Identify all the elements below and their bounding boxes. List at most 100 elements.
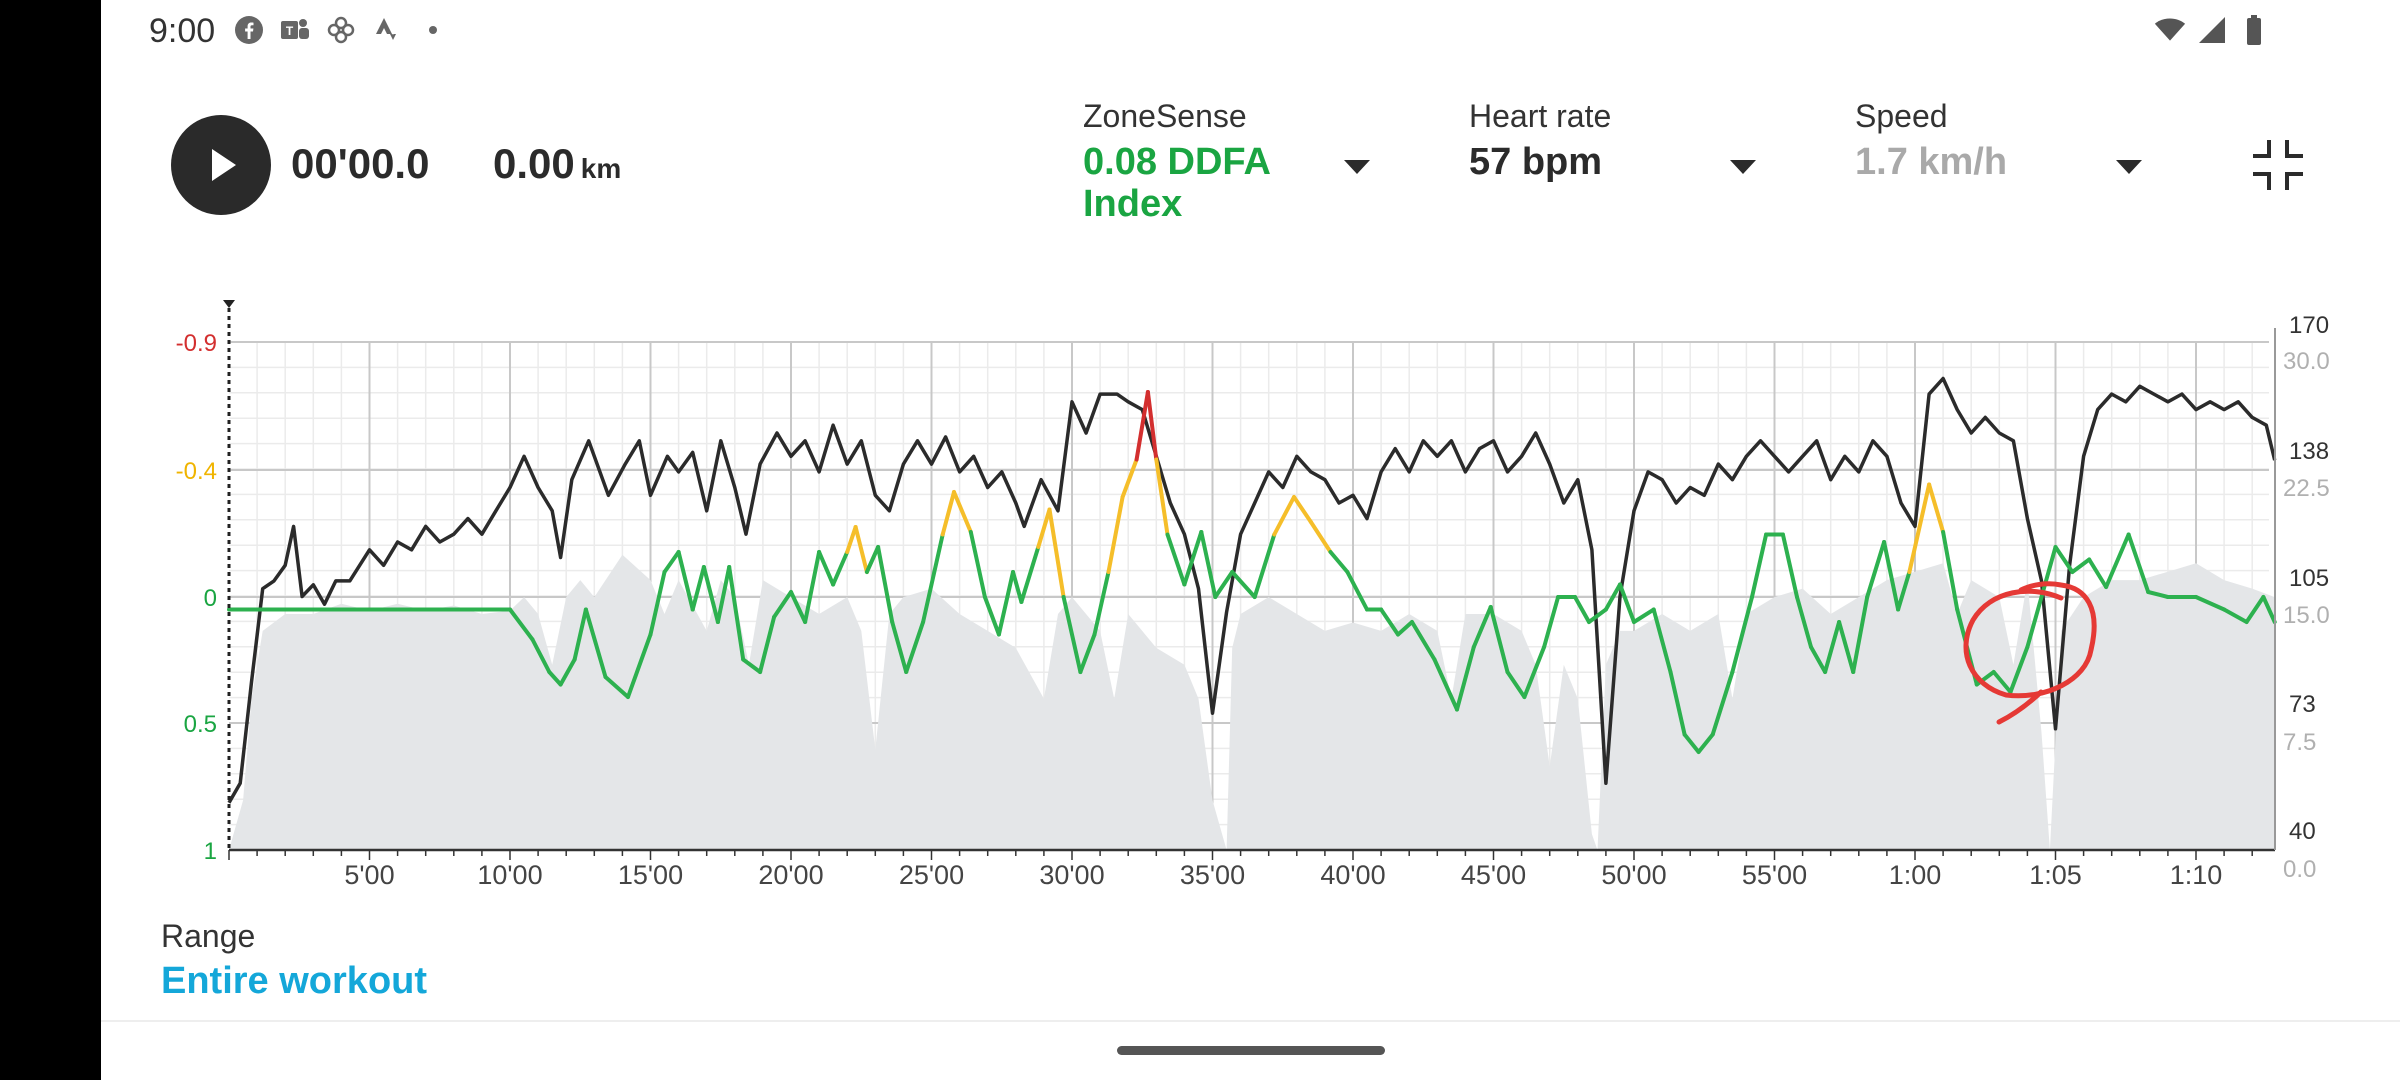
speed-axis-labels: 30.0 22.5 15.0 7.5 0.0 xyxy=(2283,348,2330,883)
zonesense-segment xyxy=(1907,482,1932,574)
zonesense-segment xyxy=(1432,657,1459,712)
zonesense-segment xyxy=(1047,507,1066,599)
speed-tick-label: 22.5 xyxy=(2283,475,2330,502)
heart-rate-tick-label: 105 xyxy=(2289,565,2329,592)
zonesense-segment xyxy=(1668,670,1687,737)
zonesense-segment xyxy=(741,657,763,674)
zonesense-segment xyxy=(1199,530,1218,599)
zonesense-segment xyxy=(1061,595,1083,674)
zonesense-segment xyxy=(817,550,836,587)
zonesense-dropdown-icon[interactable] xyxy=(1344,160,1370,174)
zonesense-segment xyxy=(1396,620,1414,637)
zonesense-tick-label: 0.5 xyxy=(184,711,217,738)
zonesense-series xyxy=(227,390,2277,754)
heart-rate-line xyxy=(227,376,2277,804)
heart-rate-dropdown-icon[interactable] xyxy=(1730,160,1756,174)
zonesense-label: ZoneSense xyxy=(1083,98,1247,134)
divider xyxy=(101,1020,2400,1022)
zonesense-segment xyxy=(1272,495,1296,537)
zonesense-segment xyxy=(1991,670,2013,694)
heart-rate-series xyxy=(227,376,2277,804)
time-axis-labels: 5'00 10'00 15'00 20'00 25'00 30'00 35'00 40'00 4… xyxy=(344,860,2222,890)
speed-series xyxy=(229,554,2275,850)
zonesense-metric-selector[interactable]: ZoneSense 0.08 DDFA Index xyxy=(1083,98,1313,225)
zonesense-segment xyxy=(1154,457,1170,537)
zonesense-segment xyxy=(940,490,956,537)
svg-text:T: T xyxy=(286,24,294,38)
zonesense-segment xyxy=(921,532,945,624)
time-tick-label: 45'00 xyxy=(1461,860,1526,890)
heart-rate-tick-label: 73 xyxy=(2289,691,2316,718)
speed-area xyxy=(229,554,2275,850)
zonesense-segment xyxy=(853,525,869,574)
zonesense-segment xyxy=(1750,532,1769,599)
home-indicator[interactable] xyxy=(1117,1046,1385,1055)
zonesense-segment xyxy=(2008,645,2030,694)
zonesense-segment xyxy=(831,550,850,587)
zonesense-segment xyxy=(772,590,793,619)
zonesense-segment xyxy=(1865,540,1887,599)
zonesense-segment xyxy=(547,670,563,687)
zonesense-segment xyxy=(1823,620,1842,674)
zonesense-segment xyxy=(1603,582,1622,612)
wifi-icon xyxy=(2154,14,2186,46)
zonesense-segment xyxy=(530,637,552,674)
zonesense-segment xyxy=(583,607,608,679)
heart-rate-value: 57 bpm xyxy=(1469,141,1603,183)
zonesense-segment xyxy=(1809,645,1828,674)
zonesense-segment xyxy=(1632,607,1656,624)
zonesense-segment xyxy=(1896,570,1912,612)
zonesense-segment xyxy=(904,620,926,674)
dot-icon xyxy=(417,14,449,46)
battery-icon xyxy=(2238,14,2270,46)
zonesense-segment xyxy=(1165,532,1187,587)
speed-tick-label: 15.0 xyxy=(2283,602,2330,629)
zonesense-segment xyxy=(1011,570,1024,604)
exit-fullscreen-button[interactable] xyxy=(2251,138,2305,192)
zonesense-segment xyxy=(1587,607,1608,624)
zonesense-segment xyxy=(1471,605,1493,649)
zonesense-segment xyxy=(968,530,987,599)
time-tick-label: 25'00 xyxy=(899,860,964,890)
zonesense-segment xyxy=(727,565,746,662)
zonesense-tick-label: 1 xyxy=(204,838,217,865)
zonesense-segment xyxy=(662,550,681,574)
zonesense-segment xyxy=(1106,495,1125,574)
workout-chart[interactable]: -0.9 -0.4 0 0.5 1 170 138 105 73 40 30.0 22.5 15.0… xyxy=(101,290,2400,910)
heart-rate-tick-label: 40 xyxy=(2289,818,2316,845)
zonesense-segment xyxy=(1618,582,1636,624)
zonesense-segment xyxy=(1780,532,1799,599)
red-annotation-tail xyxy=(1996,689,2044,725)
time-tick-label: 15'00 xyxy=(618,860,683,890)
distance-readout: 0.00 km xyxy=(493,140,621,188)
speed-value: 1.7 km/h xyxy=(1855,141,2008,183)
zonesense-segment xyxy=(1455,645,1476,712)
zonesense-segment xyxy=(845,525,858,554)
zonesense-segment xyxy=(626,632,653,699)
zonesense-value: 0.08 DDFA Index xyxy=(1083,141,1270,225)
zonesense-segment xyxy=(1134,390,1150,462)
zonesense-segment xyxy=(876,545,895,624)
zonesense-segment xyxy=(1345,570,1369,612)
zonesense-segment xyxy=(2070,557,2092,574)
zonesense-segment xyxy=(648,570,667,637)
zonesense-segment xyxy=(1710,670,1735,737)
zonesense-segment xyxy=(2053,545,2075,574)
heart-rate-metric-selector[interactable]: Heart rate 57 bpm xyxy=(1469,98,1611,183)
zonesense-segment xyxy=(1488,605,1510,674)
status-time: 9:00 xyxy=(149,12,216,50)
speed-metric-selector[interactable]: Speed 1.7 km/h xyxy=(1855,98,2007,183)
zonesense-tick-label: -0.4 xyxy=(176,458,217,485)
zonesense-segment xyxy=(982,595,1001,637)
play-button[interactable] xyxy=(171,115,271,215)
zonesense-segment xyxy=(864,545,881,574)
speed-dropdown-icon[interactable] xyxy=(2116,160,2142,174)
zonesense-segment xyxy=(1019,545,1041,604)
zonesense-segment xyxy=(2039,545,2058,599)
zonesense-segment xyxy=(996,570,1015,637)
zonesense-segment xyxy=(1328,550,1350,574)
zonesense-segment xyxy=(1522,645,1547,699)
range-selector[interactable]: Entire workout xyxy=(161,960,428,1002)
time-tick-label: 35'00 xyxy=(1180,860,1245,890)
zonesense-segment xyxy=(1292,495,1313,524)
